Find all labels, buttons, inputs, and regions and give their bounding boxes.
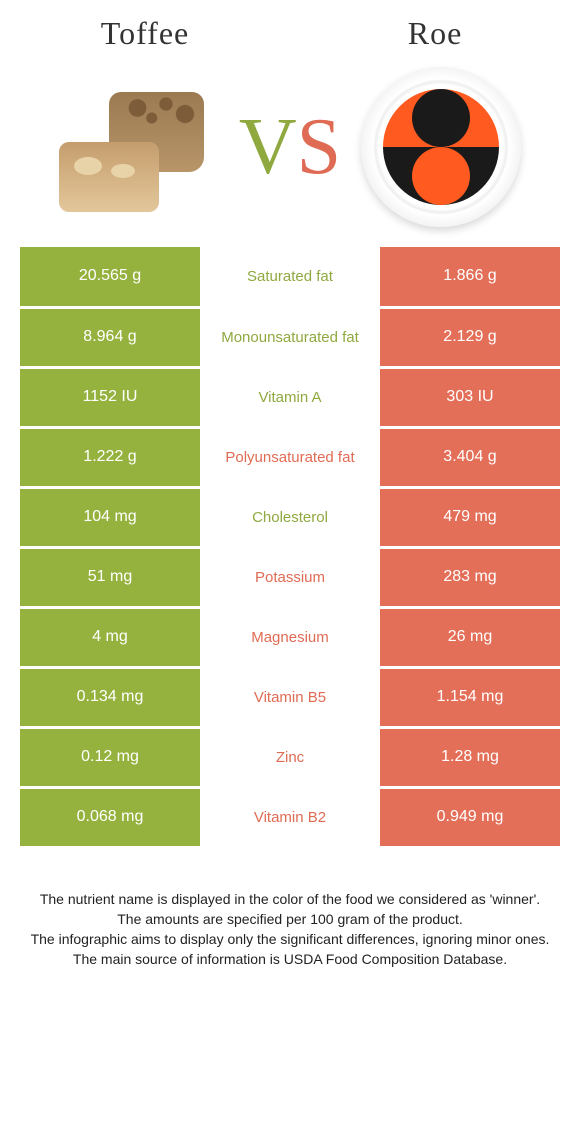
table-row: 51 mgPotassium283 mg: [20, 547, 560, 607]
nutrient-label-cell: Vitamin B2: [200, 787, 380, 847]
nutrient-label-cell: Polyunsaturated fat: [200, 427, 380, 487]
footer-line: The infographic aims to display only the…: [30, 929, 550, 949]
right-value-cell: 0.949 mg: [380, 787, 560, 847]
toffee-icon: [54, 87, 224, 207]
table-row: 104 mgCholesterol479 mg: [20, 487, 560, 547]
comparison-table: 20.565 gSaturated fat1.866 g8.964 gMonou…: [20, 247, 560, 849]
right-value-cell: 2.129 g: [380, 307, 560, 367]
table-row: 1152 IUVitamin A303 IU: [20, 367, 560, 427]
table-row: 0.068 mgVitamin B20.949 mg: [20, 787, 560, 847]
right-value-cell: 1.154 mg: [380, 667, 560, 727]
footer-line: The amounts are specified per 100 gram o…: [30, 909, 550, 929]
table-row: 8.964 gMonounsaturated fat2.129 g: [20, 307, 560, 367]
left-value-cell: 4 mg: [20, 607, 200, 667]
footer-notes: The nutrient name is displayed in the co…: [30, 889, 550, 970]
right-value-cell: 1.866 g: [380, 247, 560, 307]
left-value-cell: 20.565 g: [20, 247, 200, 307]
table-row: 20.565 gSaturated fat1.866 g: [20, 247, 560, 307]
right-value-cell: 1.28 mg: [380, 727, 560, 787]
nutrient-label-cell: Monounsaturated fat: [200, 307, 380, 367]
vs-label: VS: [239, 102, 341, 193]
table-row: 0.12 mgZinc1.28 mg: [20, 727, 560, 787]
right-value-cell: 3.404 g: [380, 427, 560, 487]
left-value-cell: 1152 IU: [20, 367, 200, 427]
nutrient-label-cell: Vitamin A: [200, 367, 380, 427]
nutrient-label-cell: Zinc: [200, 727, 380, 787]
table-row: 4 mgMagnesium26 mg: [20, 607, 560, 667]
nutrient-label-cell: Magnesium: [200, 607, 380, 667]
left-value-cell: 0.12 mg: [20, 727, 200, 787]
footer-line: The main source of information is USDA F…: [30, 949, 550, 969]
table-row: 1.222 gPolyunsaturated fat3.404 g: [20, 427, 560, 487]
left-value-cell: 0.134 mg: [20, 667, 200, 727]
left-food-image: [49, 72, 229, 222]
nutrient-label-cell: Saturated fat: [200, 247, 380, 307]
nutrient-label-cell: Vitamin B5: [200, 667, 380, 727]
left-value-cell: 8.964 g: [20, 307, 200, 367]
right-value-cell: 26 mg: [380, 607, 560, 667]
right-value-cell: 283 mg: [380, 547, 560, 607]
header-row: Toffee Roe: [0, 0, 580, 62]
vs-v: V: [239, 103, 297, 191]
left-value-cell: 1.222 g: [20, 427, 200, 487]
left-value-cell: 104 mg: [20, 487, 200, 547]
vs-s: S: [297, 103, 342, 191]
right-food-title: Roe: [290, 15, 580, 52]
left-value-cell: 51 mg: [20, 547, 200, 607]
table-row: 0.134 mgVitamin B51.154 mg: [20, 667, 560, 727]
footer-line: The nutrient name is displayed in the co…: [30, 889, 550, 909]
nutrient-label-cell: Cholesterol: [200, 487, 380, 547]
hero-row: VS: [0, 62, 580, 247]
nutrient-label-cell: Potassium: [200, 547, 380, 607]
left-food-title: Toffee: [0, 15, 290, 52]
left-value-cell: 0.068 mg: [20, 787, 200, 847]
roe-icon: [361, 67, 521, 227]
right-value-cell: 303 IU: [380, 367, 560, 427]
right-value-cell: 479 mg: [380, 487, 560, 547]
right-food-image: [351, 72, 531, 222]
comparison-infographic: Toffee Roe VS 20.565 gSaturated fat1.866…: [0, 0, 580, 1010]
